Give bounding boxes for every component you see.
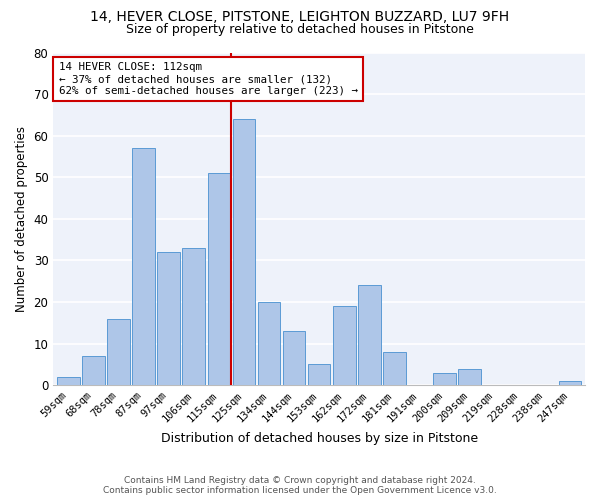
Bar [458, 368, 481, 385]
Text: 14 HEVER CLOSE: 112sqm
← 37% of detached houses are smaller (132)
62% of semi-de: 14 HEVER CLOSE: 112sqm ← 37% of detached… [59, 62, 358, 96]
Bar [358, 286, 380, 385]
Bar [559, 381, 581, 385]
Bar [82, 356, 105, 385]
Bar [233, 119, 255, 385]
Bar [107, 318, 130, 385]
Bar [283, 331, 305, 385]
Bar [132, 148, 155, 385]
Bar [433, 372, 456, 385]
Text: Contains HM Land Registry data © Crown copyright and database right 2024.
Contai: Contains HM Land Registry data © Crown c… [103, 476, 497, 495]
Text: Size of property relative to detached houses in Pitstone: Size of property relative to detached ho… [126, 22, 474, 36]
Bar [333, 306, 356, 385]
X-axis label: Distribution of detached houses by size in Pitstone: Distribution of detached houses by size … [161, 432, 478, 445]
Text: 14, HEVER CLOSE, PITSTONE, LEIGHTON BUZZARD, LU7 9FH: 14, HEVER CLOSE, PITSTONE, LEIGHTON BUZZ… [91, 10, 509, 24]
Bar [182, 248, 205, 385]
Bar [208, 173, 230, 385]
Bar [157, 252, 180, 385]
Bar [257, 302, 280, 385]
Bar [383, 352, 406, 385]
Bar [308, 364, 331, 385]
Bar [57, 377, 80, 385]
Y-axis label: Number of detached properties: Number of detached properties [15, 126, 28, 312]
